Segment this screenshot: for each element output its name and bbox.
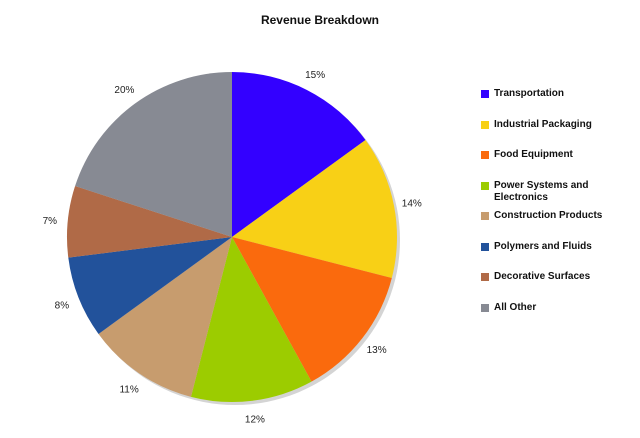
legend-swatch: [481, 273, 489, 281]
legend-item: Construction Products: [481, 210, 631, 222]
legend-swatch: [481, 212, 489, 220]
pie-slice-polymers-and-fluids: [68, 237, 232, 334]
legend-label: Power Systems and Electronics: [494, 179, 589, 203]
legend-item: All Other: [481, 302, 631, 314]
legend-item: Polymers and Fluids: [481, 241, 631, 253]
legend-item: Food Equipment: [481, 149, 631, 161]
legend-swatch: [481, 151, 489, 159]
slice-percent-label: 7%: [43, 216, 58, 227]
pie-slice-power-systems-and-electronics: [190, 237, 312, 403]
legend-label: Industrial Packaging: [494, 118, 592, 130]
legend-item: Transportation: [481, 88, 631, 100]
legend-swatch: [481, 303, 489, 312]
slice-percent-label: 8%: [55, 300, 70, 311]
pie-slice-transportation: [232, 72, 366, 237]
legend-label: Transportation: [494, 88, 565, 99]
legend-item: Industrial Packaging: [481, 119, 631, 131]
slice-percent-label: 14%: [402, 199, 422, 210]
pie-slice-food-equipment: [232, 237, 392, 382]
legend-label: Food Equipment: [494, 149, 573, 160]
legend-item: Decorative Surfaces: [481, 271, 631, 283]
pie-slice-all-other: [75, 72, 232, 237]
legend-swatch: [481, 120, 489, 129]
slice-percent-label: 15%: [305, 70, 325, 81]
slice-percent-label: 11%: [119, 384, 138, 395]
slice-percent-label: 13%: [367, 345, 387, 356]
pie-slice-decorative-surfaces: [67, 186, 232, 258]
pie-slice-construction-products: [98, 237, 232, 397]
legend-label: Construction Products: [494, 210, 603, 221]
legend-label: Decorative Surfaces: [494, 271, 591, 282]
legend-swatch: [481, 242, 489, 251]
legend-swatch: [481, 90, 489, 98]
slice-percent-label: 12%: [245, 415, 265, 426]
legend-swatch: [481, 181, 489, 190]
pie-slice-industrial-packaging: [232, 140, 398, 279]
slice-percent-label: 20%: [114, 85, 134, 96]
legend-label: All Other: [494, 301, 537, 313]
chart-title: Revenue Breakdown: [260, 13, 380, 27]
legend-item: Power Systems and Electronics: [481, 180, 631, 204]
legend-label: Polymers and Fluids: [494, 240, 592, 252]
